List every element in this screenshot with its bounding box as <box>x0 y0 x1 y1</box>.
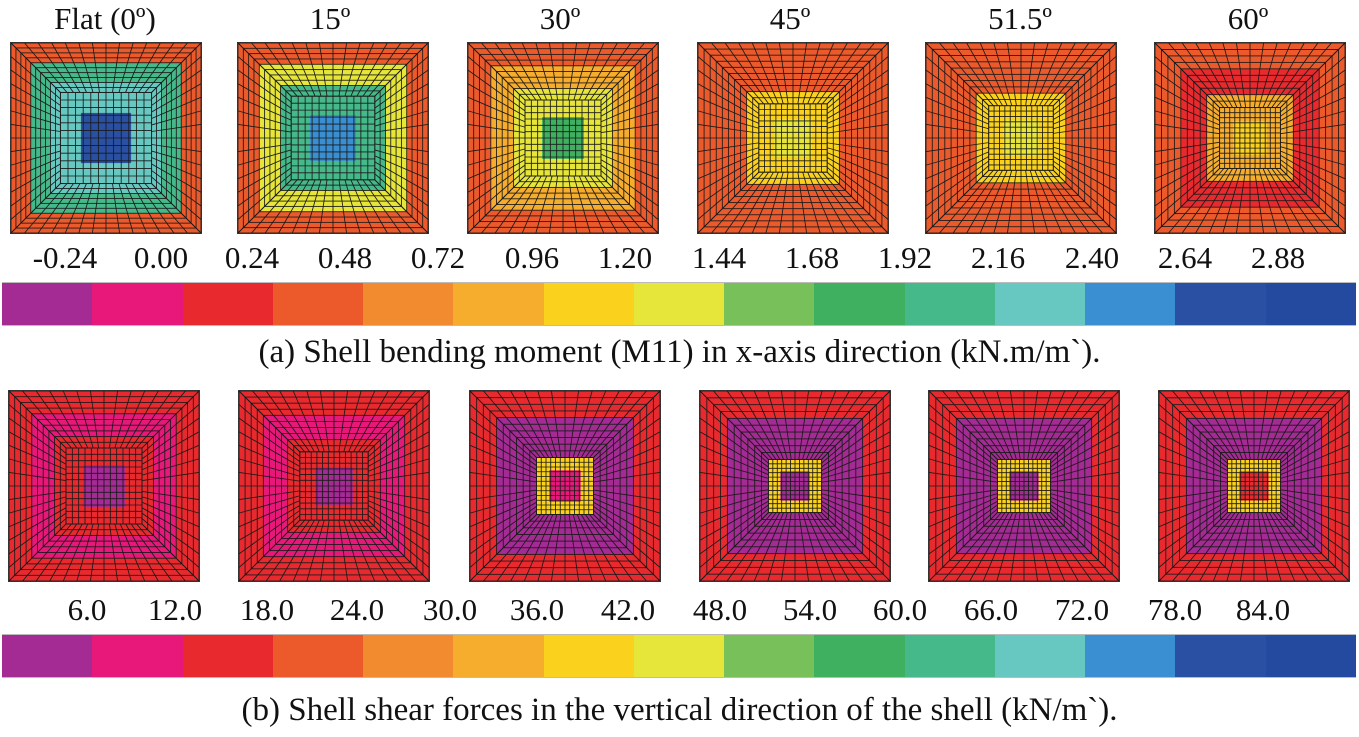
colorbar-segment <box>182 283 273 325</box>
caption-b: (b) Shell shear forces in the vertical d… <box>241 692 1118 728</box>
legend-b-label: 78.0 <box>1147 592 1203 627</box>
colorbar-segment <box>724 283 815 325</box>
colorbar-segment <box>92 635 183 677</box>
colorbar-segment <box>453 635 544 677</box>
legend-a-label: 0.48 <box>317 240 373 275</box>
shell-a-45 <box>697 42 889 234</box>
colorbar-segment <box>814 635 905 677</box>
legend-a-labels: -0.24 0.00 0.24 0.48 0.72 0.96 1.20 1.44… <box>0 240 1359 280</box>
colorbar-segment <box>1085 283 1176 325</box>
colorbar-segment <box>272 283 364 325</box>
panel-title-flat: Flat (0º) <box>54 1 156 36</box>
colorbar-segment <box>1265 635 1356 677</box>
colorbar-segment <box>1265 283 1356 325</box>
legend-a-label: 1.44 <box>691 240 747 275</box>
legend-b-label: 60.0 <box>872 592 928 627</box>
colorbar-segment <box>92 283 183 325</box>
legend-a-label: -0.24 <box>32 240 98 275</box>
legend-b-label: 24.0 <box>329 592 385 627</box>
legend-a-label: 2.88 <box>1250 240 1306 275</box>
shell-b-51-5 <box>928 390 1120 582</box>
colorbar-segment <box>182 635 273 677</box>
colorbar-a <box>2 282 1356 326</box>
shell-b-60 <box>1158 390 1350 582</box>
legend-a-label: 0.24 <box>224 240 280 275</box>
colorbar-segment <box>2 635 93 677</box>
colorbar-segment <box>994 635 1086 677</box>
legend-b-label: 48.0 <box>692 592 748 627</box>
legend-b-label: 18.0 <box>239 592 295 627</box>
legend-a-label: 0.00 <box>133 240 189 275</box>
legend-a-label: 2.64 <box>1157 240 1213 275</box>
legend-a-label: 1.68 <box>784 240 840 275</box>
legend-a-label: 2.40 <box>1064 240 1120 275</box>
colorbar-segment <box>724 635 815 677</box>
shell-a-51-5 <box>925 42 1117 234</box>
shell-a-60 <box>1154 42 1346 234</box>
shell-b-15 <box>238 390 430 582</box>
panel-title-15: 15º <box>309 1 351 36</box>
colorbar-segment <box>904 635 995 677</box>
shell-a-15 <box>237 42 429 234</box>
colorbar-segment <box>453 283 544 325</box>
legend-a-label: 2.16 <box>970 240 1026 275</box>
shell-b-flat <box>8 390 200 582</box>
panel-title-51-5: 51.5º <box>988 1 1052 36</box>
legend-b-label: 42.0 <box>600 592 656 627</box>
panel-title-30: 30º <box>539 1 581 36</box>
colorbar-segment <box>1175 283 1266 325</box>
legend-b-label: 6.0 <box>67 592 107 627</box>
colorbar-segment <box>272 635 364 677</box>
legend-b-label: 54.0 <box>782 592 838 627</box>
legend-a-label: 1.92 <box>877 240 933 275</box>
panel-title-60: 60º <box>1227 1 1269 36</box>
legend-b-label: 12.0 <box>147 592 203 627</box>
colorbar-segment <box>994 283 1086 325</box>
colorbar-segment <box>543 635 634 677</box>
colorbar-segment <box>904 283 995 325</box>
legend-b-labels: 6.0 12.0 18.0 24.0 30.0 36.0 42.0 48.0 5… <box>0 592 1359 632</box>
legend-b-label: 72.0 <box>1054 592 1110 627</box>
legend-b-label: 30.0 <box>422 592 478 627</box>
colorbar-segment <box>1085 635 1176 677</box>
colorbar-segment <box>633 283 725 325</box>
legend-b-label: 66.0 <box>963 592 1019 627</box>
legend-b-label: 36.0 <box>509 592 565 627</box>
colorbar-segment <box>1175 635 1266 677</box>
colorbar-b <box>2 634 1356 678</box>
colorbar-segment <box>363 635 454 677</box>
shell-b-30 <box>469 390 661 582</box>
legend-a-label: 1.20 <box>597 240 653 275</box>
legend-a-label: 0.96 <box>504 240 560 275</box>
legend-b-label: 84.0 <box>1235 592 1291 627</box>
colorbar-segment <box>633 635 725 677</box>
shell-a-30 <box>467 42 659 234</box>
colorbar-segment <box>2 283 93 325</box>
caption-a: (a) Shell bending moment (M11) in x-axis… <box>258 334 1101 370</box>
colorbar-segment <box>543 283 634 325</box>
legend-a-label: 0.72 <box>410 240 466 275</box>
shell-b-45 <box>699 390 891 582</box>
colorbar-segment <box>814 283 905 325</box>
colorbar-segment <box>363 283 454 325</box>
shell-a-flat <box>10 42 202 234</box>
panel-title-45: 45º <box>769 1 811 36</box>
